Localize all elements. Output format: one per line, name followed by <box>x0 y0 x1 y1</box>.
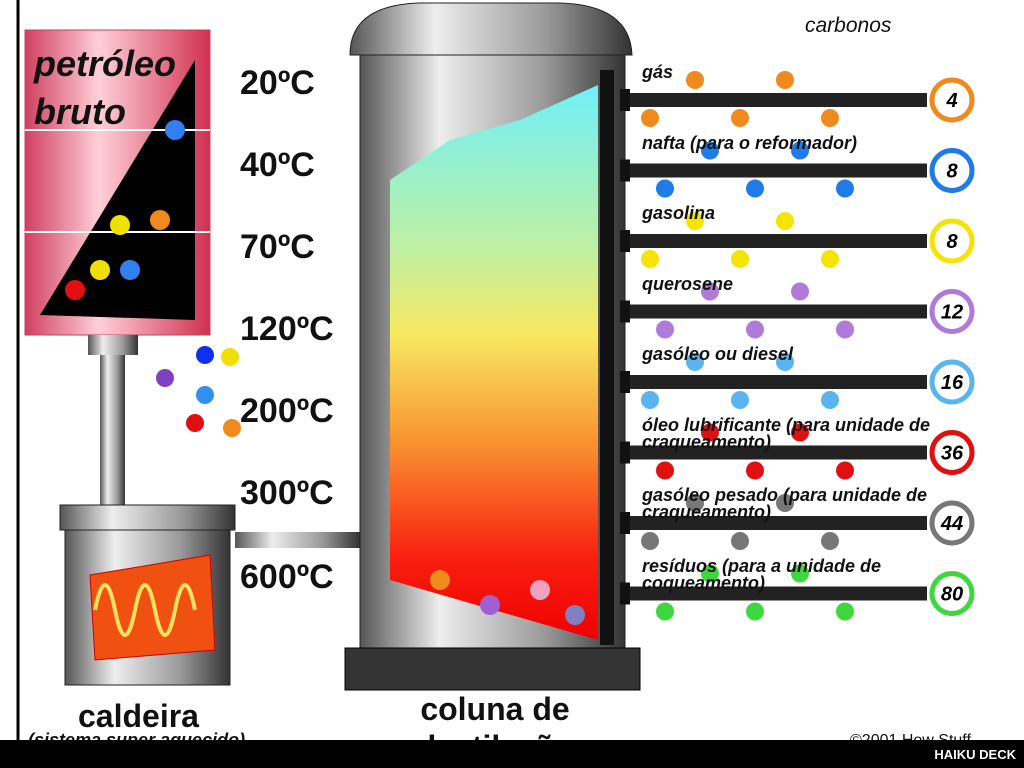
pipe-cap <box>620 89 630 111</box>
pipe-cap <box>620 441 630 464</box>
carbon-count: 80 <box>941 584 963 606</box>
carbon-ring <box>929 500 975 546</box>
carbon-count: 8 <box>946 161 958 183</box>
temperature: 120ºC <box>240 310 334 348</box>
fraction-name: resíduos (para a unidade de coqueamento) <box>642 555 882 593</box>
molecule <box>821 109 839 127</box>
carbon-ring <box>929 289 975 334</box>
temperature: 40ºC <box>240 146 315 184</box>
molecule <box>821 532 839 550</box>
molecule <box>746 320 764 339</box>
pipe <box>625 93 927 107</box>
fraction-name: nafta (para o reformador) <box>642 132 858 153</box>
molecule <box>791 564 809 583</box>
molecule <box>836 602 854 621</box>
temperature: 20ºC <box>240 64 315 102</box>
carbon-ring <box>929 571 975 616</box>
molecule <box>821 250 839 268</box>
molecule <box>686 71 704 89</box>
molecule <box>701 564 719 583</box>
temperature: 600ºC <box>240 558 334 596</box>
molecule <box>836 461 854 480</box>
carbon-count: 4 <box>945 90 957 112</box>
fraction-name: gasóleo ou diesel <box>642 344 794 364</box>
pipe <box>625 375 927 389</box>
pipe-cap <box>620 512 630 534</box>
fraction-name: gasóleo pesado (para unidade de craqueam… <box>642 485 928 522</box>
pipe <box>625 445 927 460</box>
molecule <box>791 141 809 160</box>
fraction-name: querosene <box>642 273 734 294</box>
pipe-cap <box>620 159 630 182</box>
molecule <box>701 423 719 442</box>
fraction-name: gasolina <box>642 203 716 223</box>
temperature: 300ºC <box>240 474 334 512</box>
carbon-ring <box>929 148 975 193</box>
molecule <box>746 179 764 198</box>
molecule <box>701 141 719 160</box>
molecule <box>641 391 659 409</box>
molecule <box>791 282 809 301</box>
molecule <box>656 602 674 621</box>
molecule <box>836 179 854 198</box>
pipe <box>625 516 927 530</box>
brand: HAIKU DECK <box>934 747 1016 762</box>
pipe <box>625 163 927 178</box>
molecule <box>776 71 794 89</box>
molecule <box>656 179 674 198</box>
crude-label: petróleo bruto <box>34 43 177 132</box>
carbon-count: 8 <box>946 231 958 253</box>
molecule <box>776 494 794 512</box>
pipe <box>625 304 927 319</box>
molecule <box>656 461 674 480</box>
molecule <box>776 353 794 371</box>
molecule <box>746 461 764 480</box>
carbon-ring <box>929 359 975 405</box>
pipe <box>625 234 927 248</box>
molecule <box>731 250 749 268</box>
carbon-count: 16 <box>941 372 964 394</box>
molecule <box>821 391 839 409</box>
molecule <box>686 212 704 230</box>
molecule <box>731 532 749 550</box>
fraction-name: óleo lubrificante (para unidade de craqu… <box>642 414 931 452</box>
pipe-cap <box>620 230 630 252</box>
pipe <box>625 586 927 601</box>
boiler-label: caldeira <box>78 698 199 734</box>
molecule <box>731 391 749 409</box>
molecule <box>746 602 764 621</box>
molecule <box>641 109 659 127</box>
molecule <box>641 532 659 550</box>
pipe-cap <box>620 300 630 323</box>
temperature: 200ºC <box>240 392 334 430</box>
footer-bar: HAIKU DECK <box>0 740 1024 768</box>
carbon-count: 36 <box>941 443 964 465</box>
molecule <box>776 212 794 230</box>
carbon-ring <box>929 218 975 264</box>
carbon-label: carbonos <box>805 14 892 37</box>
molecule <box>686 353 704 371</box>
molecule <box>641 250 659 268</box>
molecule <box>791 423 809 442</box>
molecule <box>836 320 854 339</box>
carbon-count: 44 <box>940 513 963 535</box>
carbon-ring <box>929 77 975 123</box>
molecule <box>731 109 749 127</box>
carbon-count: 12 <box>941 302 963 324</box>
temperature: 70ºC <box>240 228 315 266</box>
pipe-cap <box>620 582 630 605</box>
molecule <box>701 282 719 301</box>
molecule <box>656 320 674 339</box>
molecule <box>686 494 704 512</box>
fraction-name: gás <box>642 62 674 82</box>
carbon-ring <box>929 430 975 475</box>
pipe-cap <box>620 371 630 393</box>
